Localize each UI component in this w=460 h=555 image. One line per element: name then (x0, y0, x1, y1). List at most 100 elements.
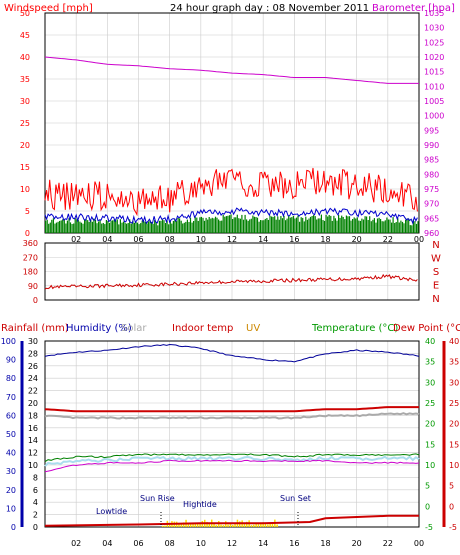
x-tick-label: 00 (414, 235, 424, 244)
graph-title: 24 hour graph day : 08 November 2011 (170, 3, 369, 14)
wind-lull-bar (157, 225, 159, 233)
wind-lull-bar (211, 217, 213, 233)
rainfall-bar (196, 523, 199, 527)
temperature-tick: 0 (425, 502, 430, 511)
wind-lull-bar (264, 218, 266, 233)
wind-lull-bar (303, 221, 305, 233)
wind-lull-bar (356, 217, 358, 233)
wind-lull-bar (352, 219, 354, 233)
wind-lull-bar (272, 216, 274, 233)
wind-lull-bar (57, 221, 59, 233)
wind-lull-bar (49, 222, 51, 233)
wind-lull-bar (355, 218, 357, 233)
rainfall-bar (161, 525, 164, 527)
wind-lull-bar (59, 220, 61, 233)
x-tick-label: 20 (352, 235, 362, 244)
wind-lull-bar (406, 218, 408, 233)
wind-lull-bar (118, 224, 120, 233)
wind-lull-bar (69, 222, 72, 233)
rainfall-bar (192, 523, 194, 527)
x-tick-label: 20 (352, 539, 362, 548)
wind-lull-bar (208, 217, 210, 233)
dewpoint-label: Dew Point (°C) (393, 323, 460, 334)
barometer-label: Barometer [hpa] (372, 3, 455, 14)
wind-lull-bar (249, 219, 251, 233)
x-tick-label: 18 (320, 539, 330, 548)
wind-lull-bar (398, 222, 400, 233)
wind-lull-bar (250, 218, 252, 233)
barometer-tick: 970 (424, 200, 439, 209)
wind-lull-bar (313, 215, 315, 233)
rainfall-tick: 2 (33, 511, 38, 520)
wind-lull-bar (155, 222, 157, 233)
wind-lull-bar (82, 223, 84, 233)
compass-letter: S (433, 267, 439, 278)
compass-letter: W (431, 254, 441, 265)
indoor-temp-line (44, 406, 419, 413)
rainfall-bar (253, 524, 255, 527)
wind-lull-bar (63, 219, 65, 233)
rainfall-bar (234, 522, 236, 527)
rainfall-bar (168, 523, 171, 527)
wind-lull-bar (308, 218, 310, 233)
wind-lull-bar (77, 219, 79, 233)
rainfall-tick: 22 (28, 387, 38, 396)
wind-lull-bar (138, 224, 140, 233)
wind-lull-bar (110, 220, 112, 233)
sunset-label: Sun Set (280, 494, 311, 503)
x-tick-label: 10 (196, 539, 206, 548)
barometer-tick: 960 (424, 229, 439, 238)
wind-lull-bar (129, 219, 131, 233)
humidity-label: Humidity (%) (66, 323, 132, 334)
barometer-tick: 1015 (424, 68, 444, 77)
windspeed-tick: 40 (20, 53, 30, 62)
compass-letter: N (432, 240, 439, 251)
wind-lull-bar (302, 217, 304, 233)
temperature-tick: 35 (425, 358, 435, 367)
rainfall-bar (229, 523, 232, 527)
wind-lull-bar (372, 219, 374, 233)
rainfall-bar (187, 523, 190, 527)
wind-lull-bar (107, 221, 109, 233)
wind-lull-bar (210, 218, 212, 233)
x-tick-label: 06 (133, 235, 143, 244)
wind-lull-bar (79, 221, 81, 233)
rainfall-tick: 14 (28, 436, 38, 445)
wind-lull-bar (133, 222, 135, 233)
wind-lull-bar (392, 217, 394, 233)
wind-lull-bar (194, 217, 196, 233)
wind-lull-bar (84, 219, 86, 233)
wind-lull-bar (238, 218, 240, 233)
uv-label: UV (246, 323, 260, 334)
wind-lull-bar (48, 223, 50, 233)
wind-lull-bar (175, 221, 178, 233)
wind-lull-bar (316, 219, 318, 233)
windspeed-tick: 45 (20, 31, 30, 40)
humidity-tick: 10 (6, 504, 16, 513)
wind-lull-bar (373, 218, 375, 233)
wind-lull-bar (151, 221, 153, 233)
wind-lull-bar (358, 220, 360, 233)
wind-lull-bar (386, 217, 388, 233)
wind-lull-bar (353, 217, 355, 233)
wind-lull-bar (141, 220, 143, 233)
wind-lull-bar (55, 222, 58, 233)
wind-lull-bar (414, 221, 416, 233)
wind-lull-bar (147, 221, 149, 233)
humidity-tick: 40 (6, 449, 16, 458)
temperature-line (44, 453, 420, 463)
wind-lull-bar (161, 219, 164, 233)
wind-lull-bar (417, 221, 419, 233)
wind-lull-bar (203, 220, 206, 233)
wind-lull-bar (196, 217, 198, 233)
rainfall-bar (180, 524, 183, 527)
windspeed-label: Windspeed [mph] (4, 3, 93, 14)
rainfall-bar (208, 523, 211, 527)
apparent-temp-line (44, 455, 420, 467)
dewpoint-tick: 5 (449, 482, 454, 491)
x-tick-label: 14 (258, 539, 268, 548)
dewpoint-line (44, 459, 420, 473)
windspeed-tick: 10 (20, 185, 30, 194)
wind-lull-bar (325, 214, 327, 233)
